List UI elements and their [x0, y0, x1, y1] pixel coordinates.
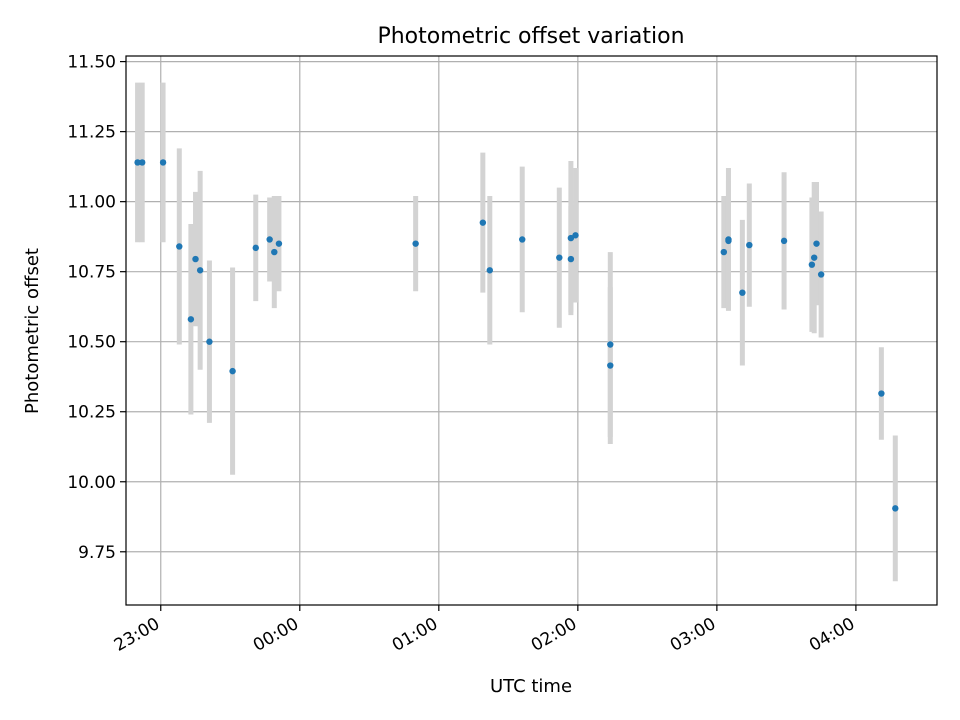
data-point	[567, 234, 575, 242]
y-tick-label: 11.25	[67, 123, 116, 143]
data-point	[206, 338, 213, 345]
data-point	[134, 159, 141, 166]
data-point	[878, 390, 885, 397]
data-point	[252, 244, 259, 252]
y-tick-label: 11.00	[67, 193, 116, 213]
data-point	[229, 367, 236, 375]
data-point	[567, 255, 575, 263]
x-tick-label: 01:00	[389, 614, 441, 656]
data-point	[159, 159, 167, 166]
y-tick-label: 10.25	[67, 403, 116, 423]
data-point	[813, 240, 820, 247]
data-point	[192, 255, 199, 263]
data-point	[739, 289, 746, 296]
data-point	[572, 232, 579, 239]
data-point	[266, 236, 273, 243]
data-point	[810, 254, 818, 261]
y-tick-label: 11.50	[67, 53, 116, 73]
y-tick-label: 10.00	[67, 473, 116, 493]
data-point	[817, 271, 825, 278]
x-tick-label: 04:00	[806, 614, 858, 656]
data-point	[412, 240, 419, 247]
data-point	[187, 316, 195, 323]
data-point	[725, 237, 732, 245]
y-tick-label: 10.50	[67, 333, 116, 353]
data-point	[271, 248, 278, 256]
y-tick-label: 10.75	[67, 263, 116, 283]
y-axis-label: Photometric offset	[22, 248, 43, 414]
data-point	[808, 261, 816, 268]
data-point	[519, 236, 526, 243]
data-point	[746, 241, 753, 249]
x-tick-label: 23:00	[111, 614, 163, 656]
data-point	[486, 267, 493, 274]
data-point	[607, 362, 614, 369]
data-point	[479, 219, 487, 226]
data-point	[275, 240, 283, 247]
data-point	[196, 267, 204, 274]
plot-frame	[125, 55, 938, 606]
data-point	[780, 237, 788, 245]
data-point	[892, 505, 899, 512]
error-bars	[135, 82, 898, 582]
data-points	[134, 159, 899, 512]
chart-title: Photometric offset variation	[377, 24, 684, 49]
grid	[126, 56, 937, 605]
data-point	[139, 159, 146, 166]
data-point	[176, 243, 183, 250]
x-tick-label: 03:00	[667, 614, 719, 656]
x-tick-label: 02:00	[528, 614, 580, 656]
x-tick-label: 00:00	[250, 614, 302, 656]
y-tick-label: 9.75	[78, 543, 116, 563]
data-point	[556, 254, 563, 261]
data-point	[720, 248, 728, 256]
axis-ticks: 23:00 00:00 01:00 02:00 03:00 04:00 9.75 10.00 1…	[67, 53, 858, 656]
x-axis-label: UTC time	[490, 676, 572, 697]
data-point	[607, 341, 614, 348]
